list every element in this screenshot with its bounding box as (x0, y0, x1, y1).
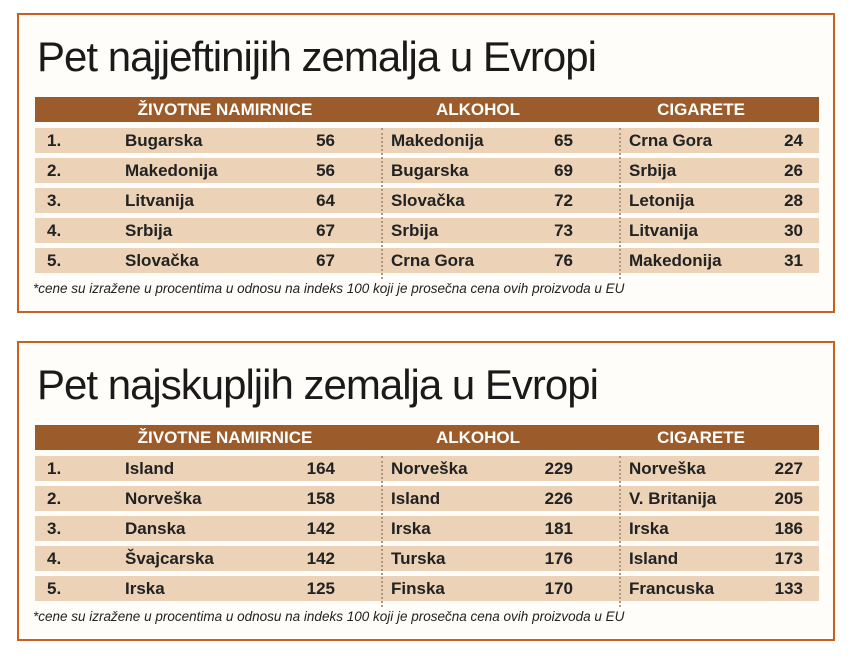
alcohol-country: Irska (391, 519, 431, 538)
cigarette-country: Island (629, 549, 679, 568)
cigarette-country: Francuska (629, 579, 715, 598)
alcohol-value: 69 (554, 161, 573, 180)
footnote: *cene su izražene u procentima u odnosu … (33, 281, 625, 296)
cheapest-countries-panel: Pet najjeftinijih zemalja u Evropi ŽIVOT… (17, 13, 835, 313)
food-value: 67 (316, 251, 335, 270)
header-food: ŽIVOTNE NAMIRNICE (137, 100, 313, 119)
alcohol-country: Finska (391, 579, 445, 598)
food-value: 67 (316, 221, 335, 240)
food-country: Danska (125, 519, 186, 538)
cigarette-value: 205 (774, 489, 803, 508)
rank: 1. (47, 459, 62, 478)
header-cigarettes: CIGARETE (657, 428, 745, 447)
cigarette-value: 26 (784, 161, 803, 180)
table-row: 4. Srbija 67 Srbija 73 Litvanija 30 (35, 218, 819, 243)
panel-title: Pet najskupljih zemalja u Evropi (37, 361, 599, 408)
alcohol-country: Norveška (391, 459, 468, 478)
alcohol-value: 72 (554, 191, 573, 210)
alcohol-country: Crna Gora (391, 251, 475, 270)
cigarette-value: 133 (774, 579, 803, 598)
header-alcohol: ALKOHOL (435, 100, 521, 119)
alcohol-country: Bugarska (391, 161, 469, 180)
cigarette-value: 31 (784, 251, 803, 270)
food-value: 64 (316, 191, 335, 210)
alcohol-country: Srbija (391, 221, 439, 240)
table-row: 2. Norveška 158 Island 226 V. Britanija … (35, 486, 819, 511)
table-row: 3. Litvanija 64 Slovačka 72 Letonija 28 (35, 188, 819, 213)
rank: 4. (47, 549, 62, 568)
food-country: Srbija (125, 221, 173, 240)
cigarette-country: Srbija (629, 161, 677, 180)
header-cigarettes: CIGARETE (657, 100, 745, 119)
cigarette-country: V. Britanija (629, 489, 717, 508)
alcohol-country: Slovačka (391, 191, 465, 210)
food-country: Švajcarska (125, 549, 214, 568)
column-divider (619, 128, 621, 279)
cigarette-country: Irska (629, 519, 669, 538)
alcohol-value: 226 (544, 489, 573, 508)
header-alcohol: ALKOHOL (435, 428, 521, 447)
column-divider (381, 128, 383, 279)
footnote: *cene su izražene u procentima u odnosu … (33, 609, 625, 624)
alcohol-value: 229 (544, 459, 573, 478)
alcohol-value: 76 (554, 251, 573, 270)
food-value: 56 (316, 131, 335, 150)
food-value: 158 (306, 489, 335, 508)
cigarette-country: Litvanija (629, 221, 698, 240)
cigarette-country: Letonija (629, 191, 695, 210)
table-row: 3. Danska 142 Irska 181 Irska 186 (35, 516, 819, 541)
table-row: 1. Island 164 Norveška 229 Norveška 227 (35, 456, 819, 481)
cigarette-country: Norveška (629, 459, 706, 478)
rank: 3. (47, 519, 62, 538)
food-country: Irska (125, 579, 165, 598)
cigarette-country: Makedonija (629, 251, 722, 270)
table-header: ŽIVOTNE NAMIRNICE ALKOHOL CIGARETE (35, 425, 819, 450)
food-value: 125 (306, 579, 335, 598)
alcohol-value: 181 (544, 519, 573, 538)
rank: 5. (47, 579, 62, 598)
header-food: ŽIVOTNE NAMIRNICE (137, 428, 313, 447)
food-value: 56 (316, 161, 335, 180)
food-country: Slovačka (125, 251, 199, 270)
column-divider (381, 456, 383, 607)
food-value: 164 (306, 459, 335, 478)
rank: 2. (47, 161, 62, 180)
cigarette-value: 227 (774, 459, 803, 478)
table-header: ŽIVOTNE NAMIRNICE ALKOHOL CIGARETE (35, 97, 819, 122)
alcohol-country: Turska (391, 549, 446, 568)
cigarette-value: 28 (784, 191, 803, 210)
cigarette-country: Crna Gora (629, 131, 713, 150)
rank: 5. (47, 251, 62, 270)
food-country: Island (125, 459, 175, 478)
cigarette-value: 30 (784, 221, 803, 240)
alcohol-country: Island (391, 489, 441, 508)
table-row: 1. Bugarska 56 Makedonija 65 Crna Gora 2… (35, 128, 819, 153)
alcohol-country: Makedonija (391, 131, 484, 150)
food-country: Bugarska (125, 131, 203, 150)
rank: 3. (47, 191, 62, 210)
table-row: 2. Makedonija 56 Bugarska 69 Srbija 26 (35, 158, 819, 183)
cigarette-value: 173 (774, 549, 803, 568)
alcohol-value: 170 (544, 579, 573, 598)
rank: 2. (47, 489, 62, 508)
alcohol-value: 73 (554, 221, 573, 240)
most-expensive-countries-panel: Pet najskupljih zemalja u Evropi ŽIVOTNE… (17, 341, 835, 641)
table-row: 4. Švajcarska 142 Turska 176 Island 173 (35, 546, 819, 571)
rank: 1. (47, 131, 62, 150)
cigarette-value: 24 (784, 131, 803, 150)
cigarette-value: 186 (774, 519, 803, 538)
food-value: 142 (306, 549, 335, 568)
food-value: 142 (306, 519, 335, 538)
food-country: Norveška (125, 489, 202, 508)
column-divider (619, 456, 621, 607)
alcohol-value: 65 (554, 131, 573, 150)
rank: 4. (47, 221, 62, 240)
table-row: 5. Slovačka 67 Crna Gora 76 Makedonija 3… (35, 248, 819, 273)
panel-title: Pet najjeftinijih zemalja u Evropi (37, 33, 597, 80)
table-row: 5. Irska 125 Finska 170 Francuska 133 (35, 576, 819, 601)
food-country: Makedonija (125, 161, 218, 180)
food-country: Litvanija (125, 191, 194, 210)
alcohol-value: 176 (544, 549, 573, 568)
